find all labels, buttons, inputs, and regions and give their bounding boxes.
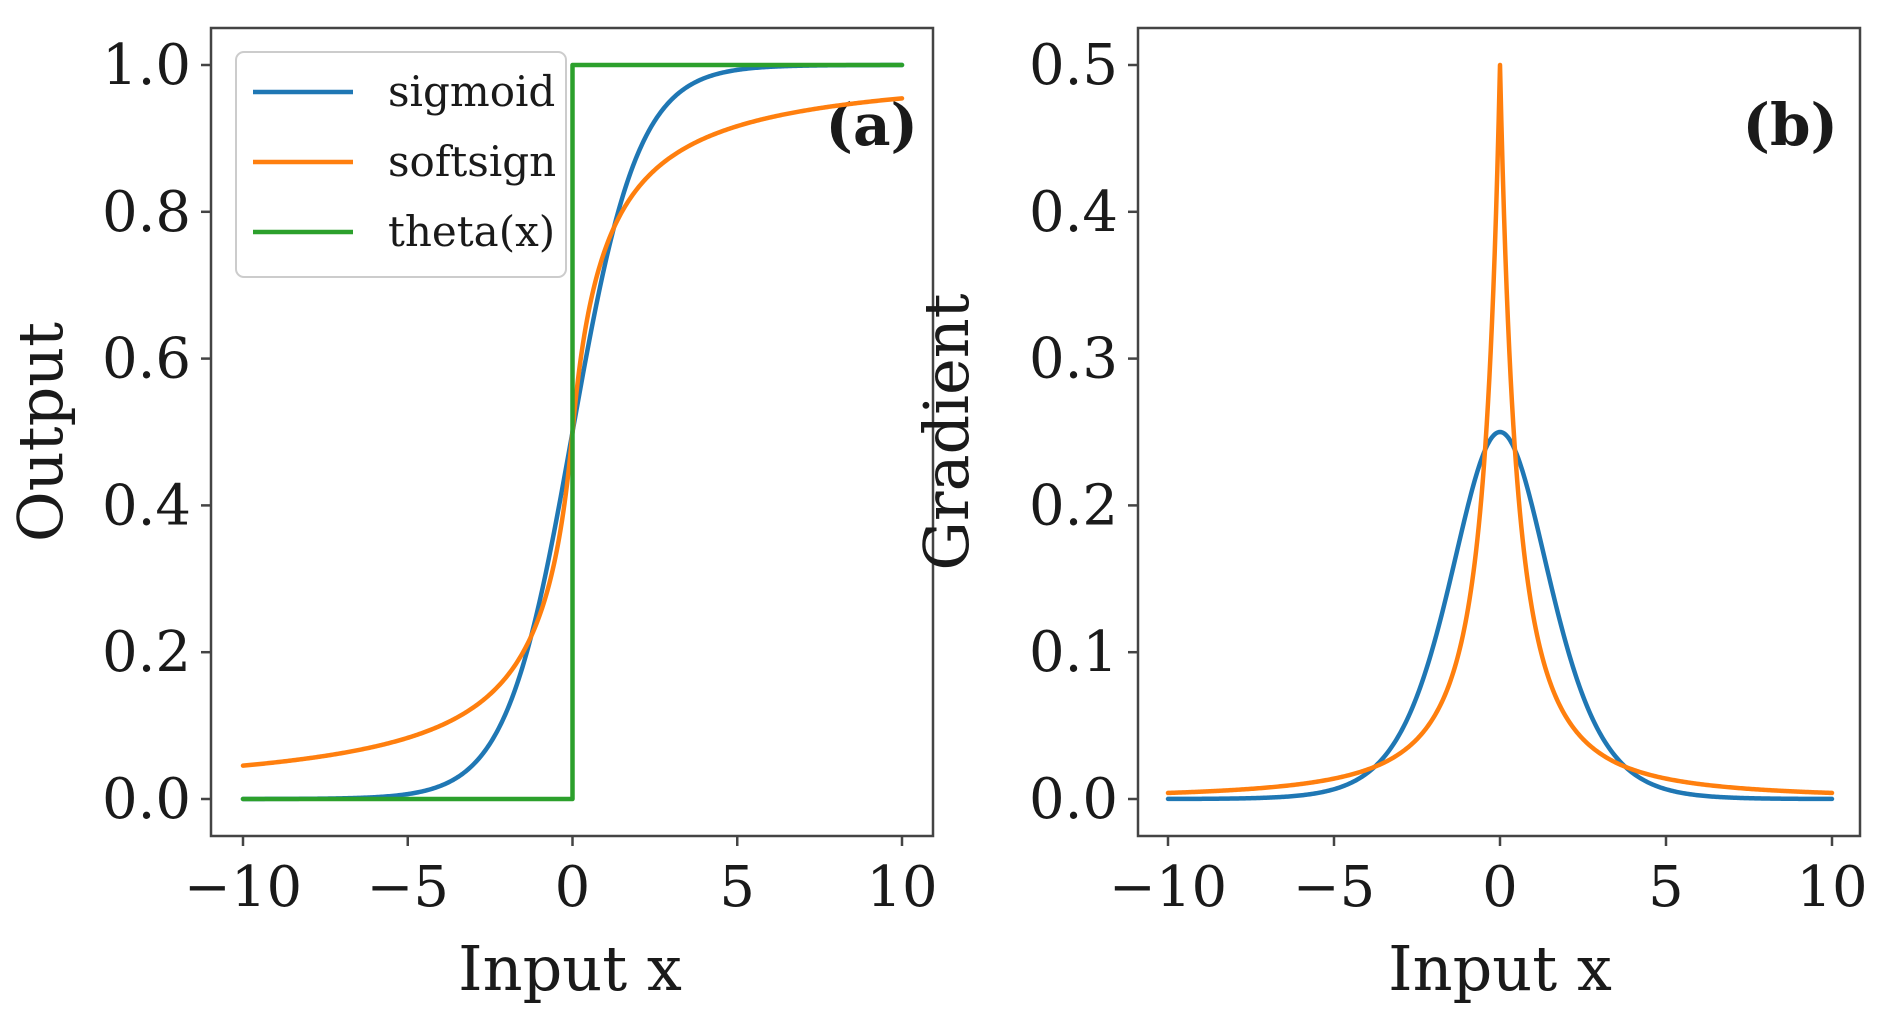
y-tick-label: 0.2 <box>1029 473 1118 538</box>
x-tick-label: 5 <box>1648 855 1684 920</box>
x-tick-label: 0 <box>1482 855 1518 920</box>
y-tick-label: 1.0 <box>102 33 191 98</box>
x-tick-label: −10 <box>184 855 302 920</box>
x-tick-label: 10 <box>1796 855 1867 920</box>
y-tick-label: 0.0 <box>1029 767 1118 832</box>
y-tick-label: 0.0 <box>102 767 191 832</box>
y-tick-label: 0.5 <box>1029 33 1118 98</box>
legend: sigmoid softsign theta(x) <box>235 51 567 278</box>
panel-label: (b) <box>1743 91 1838 159</box>
panel-b: −10 −5 0 5 10 0.0 0.1 0.2 0.3 0.4 0.5 Input x Gradie… <box>910 26 1868 1005</box>
series-line-theta-x <box>240 62 905 802</box>
x-tick-label: 5 <box>719 855 755 920</box>
y-tick-label: 0.4 <box>1029 180 1118 245</box>
y-tick-label: 0.6 <box>102 327 191 392</box>
x-tick-label: −5 <box>366 855 449 920</box>
series-line-softsign-gradient <box>1165 62 1835 796</box>
y-axis-label: Gradient <box>910 293 983 570</box>
y-tick-label: 0.1 <box>1029 620 1118 685</box>
series-line-sigmoid-gradient <box>1165 429 1835 802</box>
y-tick-label: 0.4 <box>102 473 191 538</box>
legend-label-sigmoid: sigmoid <box>388 67 555 116</box>
x-tick-label: 0 <box>555 855 591 920</box>
legend-box <box>235 51 567 278</box>
y-tick-label: 0.8 <box>102 180 191 245</box>
panel-a: −10 −5 0 5 10 0.0 0.2 0.4 0.6 0.8 1.0 Input x Output… <box>4 26 938 1005</box>
legend-label-softsign: softsign <box>388 137 556 186</box>
x-tick-label: −10 <box>1109 855 1227 920</box>
x-tick-label: 10 <box>866 855 937 920</box>
y-axis-label: Output <box>4 322 77 542</box>
y-tick-label: 0.3 <box>1029 327 1118 392</box>
x-axis-label: Input x <box>1388 932 1612 1005</box>
x-axis-label: Input x <box>458 932 682 1005</box>
y-tick-label: 0.2 <box>102 620 191 685</box>
legend-label-theta-x: theta(x) <box>388 207 555 256</box>
x-tick-label: −5 <box>1293 855 1376 920</box>
